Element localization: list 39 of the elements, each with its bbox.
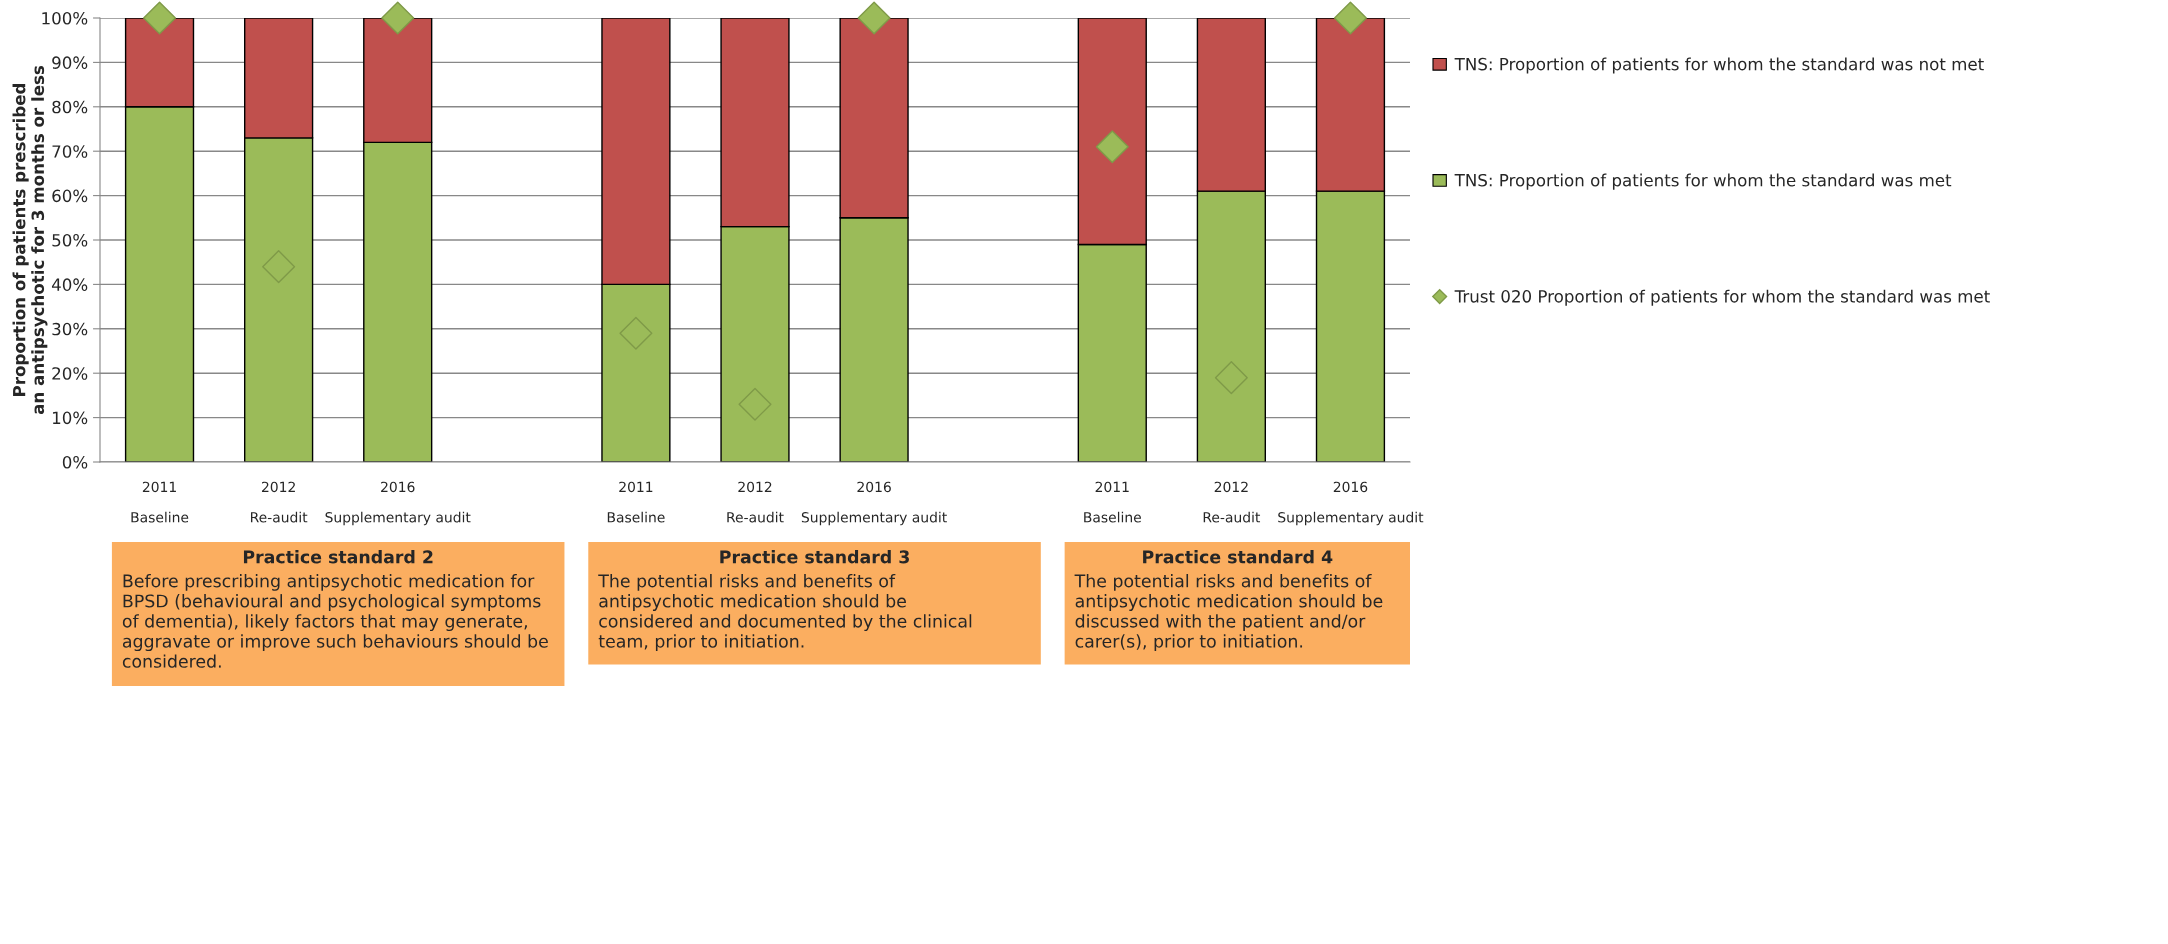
y-tick-label: 50% bbox=[52, 233, 88, 247]
legend-label: TNS: Proportion of patients for whom the standard was met bbox=[1454, 173, 1952, 190]
category-label: 2016 Supplementary audit bbox=[1278, 481, 1424, 526]
point bbox=[1333, 1, 1367, 35]
y-tick-label: 70% bbox=[52, 145, 88, 158]
category-label: 2011 Baseline bbox=[131, 481, 189, 523]
legend-label: TNS: Proportion of patients for whom the standard was not met bbox=[1454, 57, 1984, 74]
point bbox=[1095, 130, 1129, 164]
category-label: 2011 Baseline bbox=[607, 481, 665, 523]
y-tick-label: 40% bbox=[51, 278, 88, 291]
y-tick-label: 10% bbox=[52, 411, 88, 425]
category-label: 2012 Re-audit bbox=[1203, 481, 1261, 523]
category-label: 2012 Re-audit bbox=[727, 481, 784, 523]
category-label: 2012 Re-audit bbox=[250, 481, 308, 523]
y-tick-label: 30% bbox=[52, 322, 88, 336]
y-tick-label: 80% bbox=[52, 100, 88, 114]
point bbox=[857, 1, 891, 35]
category-label: 2016 Supplementary audit bbox=[801, 481, 947, 526]
y-tick-label: 0% bbox=[62, 455, 88, 469]
text: The potential risks and benefits of antipsychotic medication should be discussed with the patient and/or carer(s), prior to initiation. bbox=[1074, 574, 1383, 652]
text: Practice standard 4 bbox=[1143, 550, 1333, 564]
text: Before prescribing antipsychotic medication for BPSD (behavioural and psychological symptoms of dementia), likely factors that may generate, aggravate or improve such behaviours should be considered. bbox=[122, 574, 548, 668]
y-axis-title: Proportion of patients prescribed an antipsychotic for 3 months or less bbox=[12, 65, 48, 415]
legend-label: Trust 020 Proportion of patients for whom the standard was met bbox=[1454, 289, 1990, 306]
y-tick-label: 60% bbox=[52, 189, 88, 203]
text: Practice standard 3 bbox=[720, 550, 909, 564]
y-tick-label: 20% bbox=[52, 367, 88, 380]
text: Practice standard 2 bbox=[243, 550, 433, 564]
y-tick-label: 90% bbox=[52, 56, 88, 69]
point bbox=[1214, 361, 1248, 395]
point bbox=[738, 387, 772, 421]
point bbox=[619, 316, 653, 350]
category-label: 2016 Supplementary audit bbox=[325, 481, 471, 526]
y-tick-label: 100% bbox=[42, 11, 88, 25]
category-label: 2011 Baseline bbox=[1084, 481, 1141, 523]
point bbox=[381, 1, 415, 35]
text: The potential risks and benefits of antipsychotic medication should be considered and documented by the clinical team, prior to initiation. bbox=[598, 574, 972, 652]
point bbox=[262, 250, 296, 284]
point bbox=[143, 1, 177, 35]
